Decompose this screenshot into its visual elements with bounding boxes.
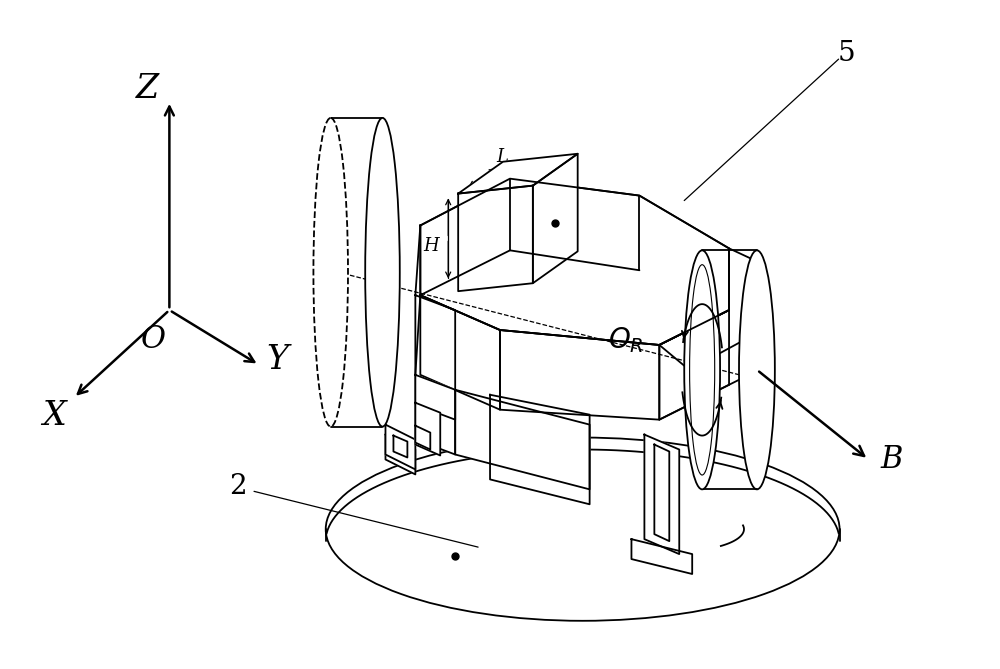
Text: B: B <box>880 444 903 475</box>
Polygon shape <box>415 403 440 456</box>
Polygon shape <box>420 179 729 345</box>
Ellipse shape <box>365 118 400 427</box>
Polygon shape <box>644 435 679 554</box>
Text: L: L <box>496 148 508 166</box>
Polygon shape <box>385 435 415 474</box>
Polygon shape <box>500 330 659 419</box>
Text: $O_R$: $O_R$ <box>608 325 643 355</box>
Text: X: X <box>42 399 66 432</box>
Polygon shape <box>490 395 590 504</box>
Text: Y: Y <box>266 344 288 376</box>
Polygon shape <box>659 248 759 370</box>
Ellipse shape <box>313 118 348 427</box>
Polygon shape <box>458 154 578 193</box>
Polygon shape <box>654 444 669 541</box>
Polygon shape <box>458 185 533 291</box>
Ellipse shape <box>684 250 720 489</box>
Polygon shape <box>385 425 415 470</box>
Ellipse shape <box>326 438 840 621</box>
Text: 2: 2 <box>229 473 247 500</box>
Polygon shape <box>533 154 578 283</box>
Text: O: O <box>141 324 166 355</box>
Polygon shape <box>631 539 692 574</box>
Polygon shape <box>393 436 407 458</box>
Text: Z: Z <box>136 73 159 105</box>
Text: 5: 5 <box>838 39 855 67</box>
Polygon shape <box>420 295 500 409</box>
Polygon shape <box>415 295 455 454</box>
Polygon shape <box>659 310 729 419</box>
Polygon shape <box>455 390 590 489</box>
Ellipse shape <box>739 250 775 489</box>
Polygon shape <box>415 375 455 419</box>
Text: H: H <box>424 237 439 256</box>
Polygon shape <box>415 425 430 450</box>
